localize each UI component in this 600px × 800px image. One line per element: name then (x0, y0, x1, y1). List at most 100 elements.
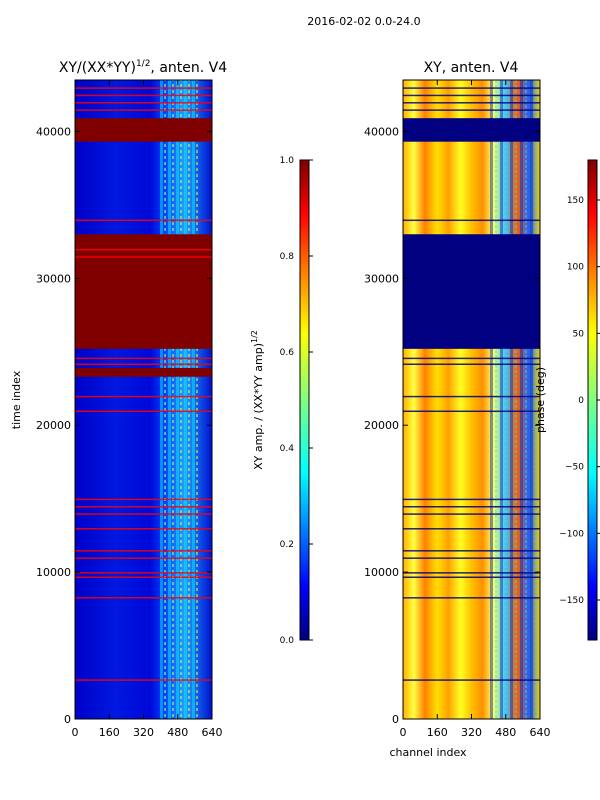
phase-streak (403, 513, 540, 515)
amplitude-streak (75, 395, 212, 398)
amplitude-streak (75, 248, 212, 251)
amplitude-colorbar-tick-label: 0.6 (280, 348, 295, 358)
phase-streak (403, 410, 540, 413)
amplitude-title-main: XY/(XX*YY) (59, 60, 136, 76)
amplitude-colorbar-label: XY amp. / (XX*YY amp)1/2 (250, 330, 265, 470)
amplitude-streak (75, 109, 212, 111)
phase-colorbar-label: phase (deg) (534, 367, 547, 433)
amplitude-xtick-label: 160 (99, 726, 120, 739)
amplitude-streak (75, 572, 212, 574)
phase-xtick-label: 320 (461, 726, 482, 739)
phase-xtick-label: 480 (495, 726, 516, 739)
amplitude-ytick-label: 20000 (36, 419, 71, 432)
phase-xtick-label: 160 (427, 726, 448, 739)
amplitude-colorbar-tick-label: 0.2 (280, 540, 294, 550)
amplitude-streak (75, 94, 212, 97)
amplitude-band (75, 118, 212, 142)
phase-streak (403, 219, 540, 222)
amplitude-colorbar-label-sup: 1/2 (250, 330, 259, 343)
amplitude-streak (75, 557, 212, 559)
amplitude-streak (75, 550, 212, 552)
amplitude-streak (75, 506, 212, 508)
phase-title: XY, anten. V4 (424, 60, 519, 76)
amplitude-heatmap-bands (75, 87, 212, 681)
phase-streak (403, 572, 540, 574)
phase-colorbar-tick-label: −50 (565, 463, 584, 473)
amplitude-ytick-label: 30000 (36, 272, 71, 285)
amplitude-streak (75, 87, 212, 89)
phase-streak (403, 87, 540, 89)
amplitude-colorbar: 0.0 0.2 0.4 0.6 0.8 1.0 XY amp. / (XX*YY amp)… (250, 156, 313, 646)
amplitude-streak (75, 410, 212, 413)
amplitude-streak (75, 679, 212, 681)
phase-streak (403, 363, 540, 366)
phase-streak (403, 597, 540, 599)
amplitude-colorbar-ticks: 0.0 0.2 0.4 0.6 0.8 1.0 (280, 156, 313, 646)
phase-colorbar-tick-label: 150 (567, 196, 584, 206)
phase-streak (403, 576, 540, 579)
amplitude-heatmap-texture (160, 80, 200, 719)
phase-streak (403, 498, 540, 501)
amplitude-xtick-label: 480 (167, 726, 188, 739)
amplitude-xtick-label: 0 (72, 726, 79, 739)
phase-ytick-label: 10000 (364, 566, 399, 579)
phase-streak (403, 94, 540, 97)
phase-streak (403, 357, 540, 360)
phase-colorbar-tick-label: 100 (567, 263, 584, 273)
amplitude-colorbar-tick-label: 0.4 (280, 444, 295, 454)
amplitude-band (75, 367, 212, 377)
phase-ytick-label: 40000 (364, 125, 399, 138)
phase-band (403, 118, 540, 142)
phase-xtick-label: 640 (530, 726, 551, 739)
amplitude-panel: XY/(XX*YY)1/2, anten. V4 0 10000 20000 3000… (10, 59, 227, 739)
phase-heatmap-texture (488, 80, 540, 719)
amplitude-streak (75, 102, 212, 104)
amplitude-colorbar-gradient (299, 159, 310, 641)
amplitude-streak (75, 256, 212, 258)
amplitude-colorbar-label-main: XY amp. / (XX*YY amp) (252, 343, 265, 470)
phase-colorbar: −150 −100 −50 0 50 100 150 phase (deg) (534, 159, 600, 641)
amplitude-colorbar-tick-label: 0.8 (280, 252, 295, 262)
phase-streak (403, 550, 540, 552)
phase-colorbar-tick-label: 0 (578, 396, 584, 406)
amplitude-streak (75, 513, 212, 515)
phase-xlabel: channel index (389, 746, 467, 759)
phase-streak (403, 395, 540, 398)
amplitude-streak (75, 498, 212, 501)
phase-streak (403, 109, 540, 111)
phase-band (403, 234, 540, 349)
phase-colorbar-tick-label: 50 (573, 329, 585, 339)
phase-heatmap (403, 80, 540, 719)
phase-streak (403, 102, 540, 104)
amplitude-title: XY/(XX*YY)1/2, anten. V4 (59, 59, 227, 76)
amplitude-ytick-label: 10000 (36, 566, 71, 579)
amplitude-streak (75, 528, 212, 530)
phase-x-axis: 0 160 320 480 640 (400, 80, 551, 739)
phase-colorbar-gradient (587, 159, 598, 641)
amplitude-heatmap (75, 80, 212, 719)
phase-colorbar-tick-label: −100 (559, 529, 584, 539)
phase-colorbar-tick-label: −150 (559, 596, 584, 606)
amplitude-band (75, 234, 212, 349)
amplitude-title-sup: 1/2 (136, 59, 150, 69)
phase-streak (403, 528, 540, 530)
amplitude-xtick-label: 320 (133, 726, 154, 739)
phase-streak (403, 248, 540, 251)
phase-streak (403, 679, 540, 681)
amplitude-ylabel: time index (10, 370, 23, 429)
amplitude-streak (75, 576, 212, 579)
amplitude-streak (75, 597, 212, 599)
amplitude-colorbar-tick-label: 0.0 (280, 636, 295, 646)
amplitude-y-axis: 0 10000 20000 30000 40000 (36, 125, 212, 726)
phase-streak (403, 506, 540, 508)
amplitude-streak (75, 363, 212, 366)
phase-colorbar-ticks: −150 −100 −50 0 50 100 150 (559, 196, 600, 606)
amplitude-xtick-label: 640 (202, 726, 223, 739)
phase-ytick-label: 20000 (364, 419, 399, 432)
phase-ytick-label: 30000 (364, 272, 399, 285)
phase-panel: XY, anten. V4 0 10000 20000 30000 40000 0 160… (364, 60, 551, 759)
amplitude-colorbar-tick-label: 1.0 (280, 156, 295, 166)
phase-streak (403, 557, 540, 559)
phase-xtick-label: 0 (400, 726, 407, 739)
